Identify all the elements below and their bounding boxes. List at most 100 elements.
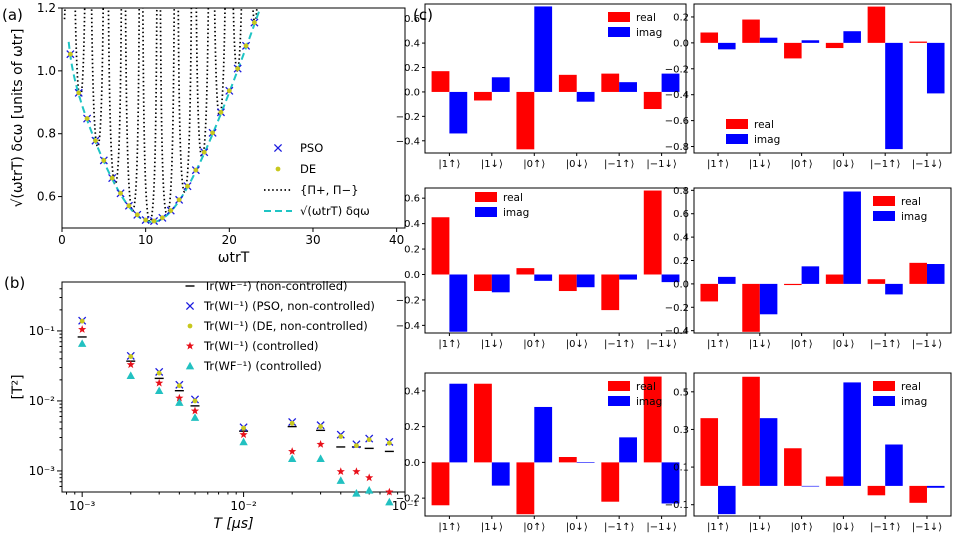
legend-b-label-1: Tr(WI⁻¹) (PSO, non-controlled) xyxy=(203,299,375,313)
bar-real-1-2 xyxy=(784,42,802,59)
y-tick-label-c-1-0: −0.8 xyxy=(665,142,689,153)
legend-c-swatch-2-1 xyxy=(475,207,497,217)
legend-c-label-3-0: real xyxy=(901,196,921,208)
axes-frame-c-3 xyxy=(693,187,952,334)
bar-imag-0-1 xyxy=(491,77,510,92)
series-3-point-8 xyxy=(336,467,345,476)
subplot-2: |1↑⟩ |1↓⟩ |0↑⟩ |0↓⟩ |−1↑⟩ |−1↓⟩ −0.4 −0.2 0.0 0.2… xyxy=(396,187,687,350)
bar-imag-5-2 xyxy=(801,485,820,487)
legend-b-marker-3 xyxy=(185,341,195,350)
y-tick-label-c-1-1: −0.6 xyxy=(665,116,689,127)
y-tick-label-a-3: 1.2 xyxy=(37,1,56,15)
legend-a-label-1: DE xyxy=(300,162,316,176)
series-4-point-2 xyxy=(154,386,164,395)
pi-plus-minus-curve xyxy=(63,8,258,223)
bar-imag-5-1 xyxy=(759,418,778,486)
y-axis-label-a: √(ωtrT) δcω [units of ωtr] xyxy=(10,29,26,208)
bar-imag-2-4 xyxy=(619,274,637,280)
bar-imag-5-5 xyxy=(926,485,945,488)
subplot-3: |1↑⟩ |1↓⟩ |0↑⟩ |0↓⟩ |−1↑⟩ |−1↓⟩ −0.4 −0.2 0.0 0.2… xyxy=(665,186,952,350)
bar-real-3-5 xyxy=(909,262,927,284)
y-tick-label-c-1-4: 0.0 xyxy=(673,38,689,49)
bar-imag-2-3 xyxy=(576,274,595,288)
de-point-12 xyxy=(168,208,174,213)
bar-imag-4-5 xyxy=(661,462,680,504)
x-tick-label-c-3-3: |0↓⟩ xyxy=(832,339,854,350)
de-point-20 xyxy=(235,66,241,72)
bar-real-4-2 xyxy=(516,462,535,515)
series-3-point-9 xyxy=(352,467,361,476)
y-tick-label-c-0-0: −0.4 xyxy=(396,136,420,147)
bar-real-5-5 xyxy=(909,485,927,503)
axes-frame-c-2 xyxy=(424,187,687,334)
x-tick-label-c-0-4: |−1↑⟩ xyxy=(604,159,634,170)
series-4-point-9 xyxy=(352,489,361,497)
bar-real-4-3 xyxy=(558,457,577,463)
legend-a-label-3: √(ωtrT) δqω xyxy=(300,204,370,218)
de-point-0 xyxy=(67,51,73,57)
bar-imag-3-5 xyxy=(926,264,945,284)
bar-real-5-2 xyxy=(784,448,802,486)
x-tick-label-a-3: 30 xyxy=(305,233,320,247)
de-point-9 xyxy=(143,217,149,223)
y-tick-label-c-3-3: 0.2 xyxy=(673,256,689,267)
x-tick-label-c-1-2: |0↑⟩ xyxy=(791,159,813,170)
x-tick-label-c-0-5: |−1↓⟩ xyxy=(646,159,676,170)
bar-real-2-0 xyxy=(431,217,450,275)
bar-real-1-0 xyxy=(700,32,719,43)
bar-real-0-2 xyxy=(516,91,535,150)
x-tick-label-c-3-2: |0↑⟩ xyxy=(791,339,813,350)
series-2-point-6 xyxy=(289,420,295,426)
subplot-0: |1↑⟩ |1↓⟩ |0↑⟩ |0↓⟩ |−1↑⟩ |−1↓⟩ −0.4 −0.2 0.0 0.2… xyxy=(396,3,687,170)
x-tick-label-b-2: 10⁻¹ xyxy=(392,499,419,513)
series-2-point-5 xyxy=(241,425,246,431)
bar-real-3-2 xyxy=(784,283,802,286)
de-point-8 xyxy=(134,212,140,218)
x-tick-label-a-0: 0 xyxy=(58,233,66,247)
y-tick-label-c-3-2: 0.0 xyxy=(673,279,689,290)
y-axis-label-b: [T²] xyxy=(10,374,26,399)
series-2-point-7 xyxy=(318,424,323,429)
series-2-point-9 xyxy=(354,443,359,449)
panel-label-a: (a) xyxy=(2,6,23,24)
legend-b-label-3: Tr(WI⁻¹) (controlled) xyxy=(203,339,319,353)
series-2-point-11 xyxy=(386,440,392,446)
subplot-5: |1↑⟩ |1↓⟩ |0↑⟩ |0↓⟩ |−1↑⟩ |−1↓⟩ −0.1 0.1 0.3 0.5 r… xyxy=(665,372,952,533)
panel-label-c: (c) xyxy=(413,6,433,24)
y-tick-label-c-1-5: 0.2 xyxy=(673,12,689,23)
x-tick-label-c-1-3: |0↓⟩ xyxy=(832,159,854,170)
y-tick-label-b-1: 10⁻² xyxy=(29,394,56,408)
legend-c-label-5-1: imag xyxy=(901,396,927,408)
x-tick-label-a-4: 40 xyxy=(389,233,404,247)
de-point-14 xyxy=(185,183,190,189)
bar-imag-5-0 xyxy=(718,485,736,515)
y-tick-label-c-0-1: −0.2 xyxy=(396,112,420,123)
bar-real-5-3 xyxy=(825,476,844,486)
series-4-point-3 xyxy=(175,398,184,406)
bar-imag-0-3 xyxy=(576,91,595,102)
legend-b-label-0: Tr(WF⁻¹) (non-controlled) xyxy=(203,279,348,293)
y-tick-label-c-1-2: −0.4 xyxy=(665,90,689,101)
legend-c-swatch-1-0 xyxy=(726,119,748,129)
series-4-point-11 xyxy=(385,497,394,506)
bar-imag-3-0 xyxy=(718,276,736,284)
bar-imag-0-5 xyxy=(661,73,680,92)
panel-c: |1↑⟩ |1↓⟩ |0↑⟩ |0↓⟩ |−1↑⟩ |−1↓⟩ −0.4 −0.2 0.0 0.2… xyxy=(396,3,952,533)
legend-c-swatch-0-0 xyxy=(608,12,630,22)
series-4-point-6 xyxy=(287,454,297,462)
bar-real-1-1 xyxy=(742,19,760,43)
bar-imag-2-2 xyxy=(534,274,553,281)
x-tick-label-c-5-1: |1↓⟩ xyxy=(749,522,771,533)
bar-imag-3-2 xyxy=(801,266,820,284)
axes-frame-c-4 xyxy=(424,372,687,517)
legend-b-label-4: Tr(WF⁻¹) (controlled) xyxy=(203,359,322,373)
legend-c-swatch-3-0 xyxy=(873,196,895,206)
series-2-point-0 xyxy=(79,318,85,324)
axes-frame-c-1 xyxy=(693,3,952,154)
bar-imag-2-1 xyxy=(491,274,510,293)
y-tick-label-c-5-2: 0.3 xyxy=(673,425,689,436)
x-tick-label-b-0: 10⁻³ xyxy=(69,499,96,513)
x-tick-label-c-0-2: |0↑⟩ xyxy=(523,159,545,170)
bar-real-5-4 xyxy=(867,485,886,496)
